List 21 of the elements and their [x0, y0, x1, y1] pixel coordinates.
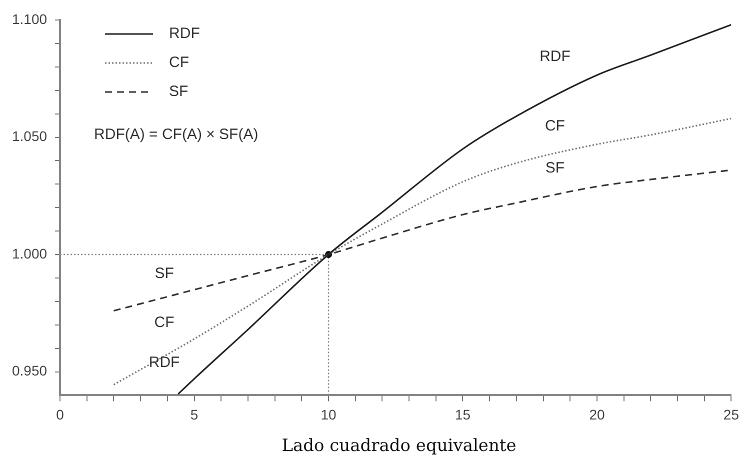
legend-label: CF: [169, 54, 190, 72]
legend-label: RDF: [169, 25, 200, 42]
y-tick-label: 1.050: [12, 128, 48, 144]
text: SF: [154, 264, 174, 282]
text: CF: [544, 117, 565, 134]
x-tick-label: 15: [454, 406, 471, 422]
text: RDF: [540, 48, 570, 66]
legend-label: SF: [169, 83, 188, 100]
x-tick-label: 0: [56, 406, 64, 422]
y-tick-label: 1.100: [12, 10, 48, 27]
x-axis-title: Lado cuadrado equivalente: [280, 436, 518, 456]
text: CF: [154, 314, 174, 332]
x-tick-label: 10: [320, 406, 337, 422]
y-tick-label: 1.000: [12, 245, 48, 262]
text: SF: [545, 160, 565, 177]
x-tick-label: 20: [589, 406, 605, 422]
text: RDF: [148, 354, 180, 371]
x-tick-label: 5: [190, 406, 198, 422]
y-tick-label: 0.950: [12, 362, 48, 379]
annotation: RDF(A) = CF(A) × SF(A): [94, 126, 258, 144]
x-tick-label: 25: [723, 406, 740, 422]
